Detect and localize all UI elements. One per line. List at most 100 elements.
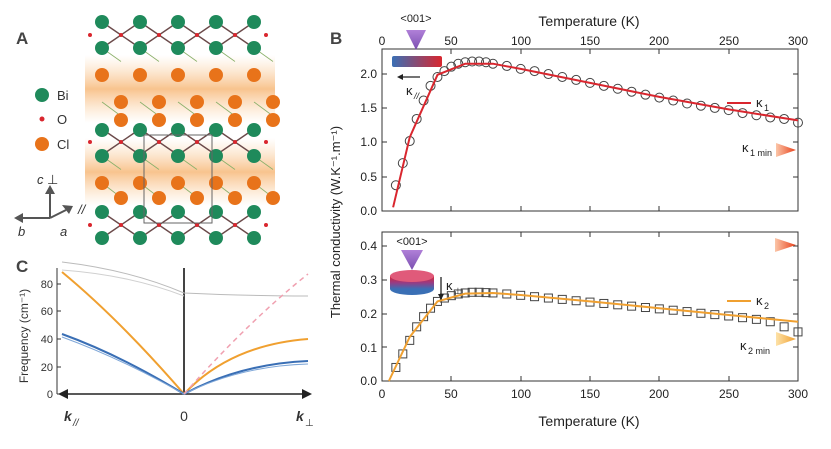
oxygen-atom	[195, 223, 199, 227]
bismuth-atom	[209, 15, 223, 29]
b-bot-xtick-300: 300	[788, 387, 808, 401]
bismuth-atom	[133, 231, 147, 245]
oxygen-atom	[88, 33, 92, 37]
b-upper-legend-kappa: κ	[756, 95, 763, 110]
kappa2-data-point	[467, 287, 477, 297]
kappa1-data-point	[390, 180, 401, 191]
b-upper-fit-line	[392, 62, 799, 208]
oxygen-atom	[195, 33, 199, 37]
b-upper-direction: <001>	[400, 13, 431, 25]
unit-cell-box	[143, 134, 213, 224]
panel-c-letter: C	[16, 257, 28, 276]
axis-a-label: a	[60, 224, 67, 239]
c-right-k-sub: ⊥	[305, 418, 314, 429]
b-upper-inset: <001> κ //	[392, 13, 442, 101]
oxygen-atom	[119, 140, 123, 144]
bismuth-atom	[133, 41, 147, 55]
o-legend-label: O	[57, 112, 67, 127]
b-up-ytick-20: 2.0	[360, 67, 377, 81]
bismuth-atom	[171, 123, 185, 137]
bismuth-atom	[171, 205, 185, 219]
b-bot-xtick-200: 200	[649, 387, 669, 401]
crystal-axes	[14, 185, 73, 223]
bismuth-atom	[133, 149, 147, 163]
oxygen-atom	[264, 223, 268, 227]
b-up-ytick-15: 1.5	[360, 101, 377, 115]
bi-legend-dot	[35, 88, 49, 102]
chlorine-atom	[266, 191, 280, 205]
chlorine-atom	[190, 95, 204, 109]
panel-b: B Temperature (K) Temperature (K) Therma…	[328, 13, 808, 429]
bismuth-atom	[95, 123, 109, 137]
b-upper-min-kappa: κ	[742, 140, 749, 155]
b-upper-min-sub: 1 min	[750, 148, 772, 158]
chlorine-atom	[95, 176, 109, 190]
chlorine-atom	[228, 95, 242, 109]
bismuth-atom	[133, 123, 147, 137]
chlorine-atom	[171, 176, 185, 190]
oxygen-atom	[157, 33, 161, 37]
kappa2-data-point	[779, 322, 789, 332]
c-optical-branch-grey	[61, 261, 309, 297]
bismuth-atom	[95, 205, 109, 219]
b-upper-points	[390, 56, 803, 191]
c-acoustic-blue-left-2	[61, 336, 185, 395]
bismuth-atom	[209, 231, 223, 245]
b-bottom-x-ticks: 0 50 100 150 200 250 300	[379, 387, 809, 401]
oxygen-atom	[88, 223, 92, 227]
bi-legend-label: Bi	[57, 88, 69, 103]
b-top-axis-label: Temperature (K)	[538, 13, 639, 29]
bi-cl-bond	[101, 101, 122, 117]
b-lower-min-sub: 2 min	[748, 346, 770, 356]
kappa2-data-point	[793, 327, 803, 337]
kappa1-data-point	[432, 71, 443, 82]
c-optical-branch-grey-2	[61, 269, 185, 297]
oxygen-atom	[119, 223, 123, 227]
cl-legend-dot	[35, 137, 49, 151]
c-ytick-80: 80	[41, 279, 53, 291]
kappa2-data-point	[738, 313, 748, 323]
o-legend-dot	[39, 116, 45, 122]
b-up-ytick-10: 1.0	[360, 135, 377, 149]
b-lower-min-marker	[776, 332, 796, 346]
b-lower-kappa-sub: ⊥	[454, 286, 462, 296]
kappa1-data-point	[460, 57, 471, 68]
b-bottom-axis-label: Temperature (K)	[538, 413, 639, 429]
bismuth-atom	[247, 123, 261, 137]
b-lo-ytick-3: 0.3	[360, 273, 377, 287]
b-upper-probe-cone	[406, 30, 426, 50]
oxygen-atom	[264, 140, 268, 144]
chlorine-atom	[228, 191, 242, 205]
b-bot-xtick-100: 100	[511, 387, 531, 401]
oxygen-atom	[195, 140, 199, 144]
b-top-xtick-150: 150	[580, 34, 600, 48]
bismuth-atom	[171, 41, 185, 55]
kappa2-data-point	[426, 303, 436, 313]
bismuth-atom	[95, 15, 109, 29]
b-lower-probe-cone	[401, 250, 423, 270]
b-up-ytick-05: 0.5	[360, 170, 377, 184]
axis-b-label: b	[18, 224, 25, 239]
bismuth-atom	[171, 149, 185, 163]
b-lower-fit-line	[387, 291, 799, 382]
bismuth-atom	[247, 205, 261, 219]
bismuth-atom	[171, 231, 185, 245]
c-acoustic-blue-left	[61, 333, 185, 395]
axis-par-label: //	[77, 202, 87, 217]
c-left-arrowhead	[58, 389, 68, 399]
b-tickmarks	[381, 49, 799, 382]
c-acoustic-blue-right-2	[183, 363, 309, 395]
bismuth-atom	[247, 41, 261, 55]
oxygen-atom	[157, 223, 161, 227]
b-upper-sample-bar	[392, 56, 442, 67]
oxygen-atom	[264, 33, 268, 37]
kappa1-data-point	[474, 56, 485, 67]
panel-c-y-ticks: 0 20 40 60 80	[41, 279, 53, 401]
crystal-lattice	[88, 15, 280, 245]
axis-perp-label: ⊥	[47, 172, 58, 187]
bi-cl-bond	[253, 101, 274, 117]
cl-layer-glow-1	[85, 55, 275, 123]
chlorine-atom	[190, 113, 204, 127]
b-lower-legend: κ 2 κ 2 min	[727, 293, 796, 356]
